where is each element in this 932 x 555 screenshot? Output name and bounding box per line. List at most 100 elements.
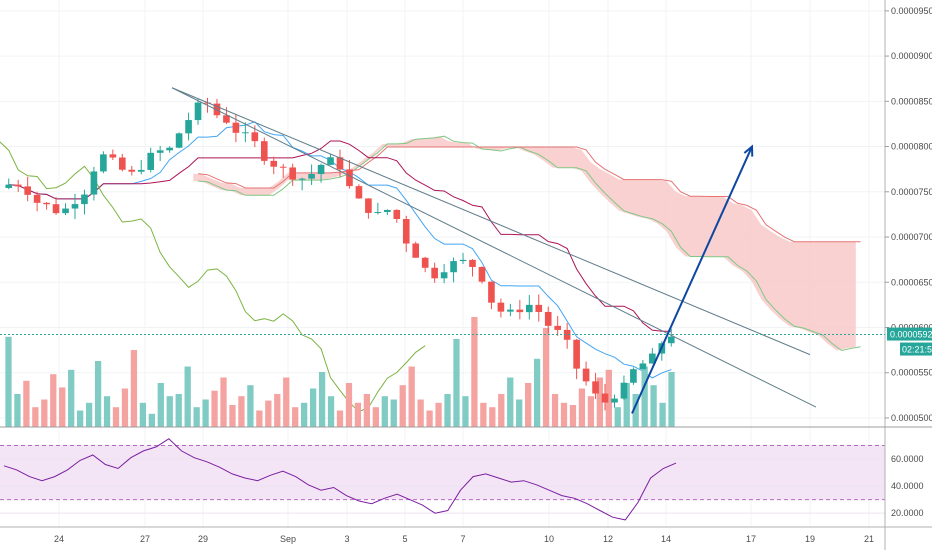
- candle-body[interactable]: [24, 186, 31, 195]
- candle-body[interactable]: [317, 164, 325, 175]
- trendline-upper[interactable]: [171, 87, 811, 356]
- volume-bar: [372, 407, 379, 427]
- rsi-line: [3, 438, 677, 521]
- candle-body[interactable]: [166, 147, 173, 151]
- candle-body[interactable]: [118, 157, 126, 170]
- candle-body[interactable]: [355, 186, 363, 199]
- candle-body[interactable]: [459, 259, 467, 262]
- volume-bar: [605, 369, 612, 427]
- candle-body[interactable]: [62, 208, 69, 214]
- candle-body[interactable]: [52, 204, 60, 214]
- candle-body[interactable]: [384, 209, 391, 213]
- candle-body[interactable]: [488, 281, 495, 303]
- candle-body[interactable]: [365, 198, 372, 213]
- candle-body[interactable]: [374, 212, 382, 214]
- candle-body[interactable]: [431, 267, 438, 279]
- candle-body[interactable]: [620, 382, 628, 399]
- candle-body[interactable]: [33, 194, 41, 203]
- candle-body[interactable]: [544, 311, 552, 326]
- candle-body[interactable]: [630, 369, 637, 383]
- candle-body[interactable]: [289, 167, 296, 180]
- candle-body[interactable]: [667, 336, 675, 344]
- candle-body[interactable]: [232, 122, 240, 133]
- candle-body[interactable]: [478, 266, 486, 282]
- candle-body[interactable]: [601, 393, 609, 403]
- candle-body[interactable]: [582, 368, 590, 382]
- candle-body[interactable]: [327, 157, 334, 165]
- volume-bar: [650, 385, 657, 427]
- candle-body[interactable]: [109, 154, 117, 158]
- candle-body[interactable]: [393, 209, 401, 220]
- candle-body[interactable]: [251, 132, 259, 142]
- candle-body[interactable]: [223, 115, 230, 123]
- candle-body[interactable]: [128, 169, 136, 172]
- candle-body[interactable]: [507, 309, 514, 312]
- candle-body[interactable]: [402, 219, 410, 244]
- candle-body[interactable]: [563, 329, 571, 340]
- candle-body[interactable]: [213, 103, 221, 116]
- candle-body[interactable]: [639, 363, 647, 370]
- candle-body[interactable]: [260, 141, 268, 161]
- time-tick-label: 5: [402, 534, 407, 544]
- candle-body[interactable]: [469, 259, 476, 267]
- volume-bar: [184, 366, 191, 427]
- candle-body[interactable]: [194, 102, 202, 121]
- rsi-axis[interactable]: 60.0000 40.0000 20.0000: [891, 454, 924, 518]
- candle-body[interactable]: [573, 339, 580, 369]
- candle-body[interactable]: [440, 272, 448, 279]
- candle-body[interactable]: [611, 398, 618, 403]
- candle-body[interactable]: [14, 184, 22, 187]
- candle-body[interactable]: [71, 204, 79, 209]
- volume-bar: [417, 399, 424, 427]
- time-axis[interactable]: 24 27 29 Sep 3 5 7 10 12 14 17 19 21: [54, 534, 874, 544]
- candle-body[interactable]: [185, 120, 192, 134]
- candle-body[interactable]: [270, 160, 278, 167]
- kijun-line: [8, 140, 672, 332]
- volume-bar: [623, 383, 630, 427]
- candle-body[interactable]: [43, 202, 50, 205]
- candle-body[interactable]: [336, 157, 344, 170]
- candle-body[interactable]: [156, 150, 164, 153]
- candle-body[interactable]: [592, 381, 599, 394]
- candle-body[interactable]: [346, 169, 353, 187]
- candle-body[interactable]: [649, 353, 656, 364]
- candle-body[interactable]: [5, 184, 13, 188]
- candle-body[interactable]: [100, 154, 107, 172]
- candle-body[interactable]: [421, 257, 429, 268]
- volume-bar: [426, 410, 433, 427]
- candle-body[interactable]: [279, 166, 287, 168]
- candle-body[interactable]: [308, 174, 315, 179]
- candle-body[interactable]: [516, 309, 524, 313]
- candle-body[interactable]: [554, 325, 562, 330]
- volume-bar: [363, 394, 371, 427]
- candle-body[interactable]: [137, 169, 145, 172]
- candle-body[interactable]: [242, 132, 249, 134]
- volume-bar: [659, 402, 666, 427]
- volume-bar: [542, 328, 550, 427]
- candle-body[interactable]: [81, 194, 88, 205]
- candle-body[interactable]: [147, 152, 155, 170]
- volume-bar: [130, 350, 138, 427]
- candle-body[interactable]: [497, 302, 505, 312]
- volume-bar: [103, 396, 111, 427]
- candle-body[interactable]: [412, 243, 420, 258]
- drawings[interactable]: [171, 87, 817, 414]
- candles[interactable]: [5, 97, 675, 411]
- candle-body[interactable]: [298, 178, 306, 180]
- candle-body[interactable]: [525, 304, 533, 313]
- candle-body[interactable]: [450, 261, 457, 273]
- volume-bar: [336, 410, 344, 427]
- candle-body[interactable]: [535, 304, 543, 312]
- projection-arrow[interactable]: [631, 146, 753, 414]
- time-tick-label: 27: [140, 534, 150, 544]
- time-tick-label: 24: [54, 534, 64, 544]
- trendline-lower[interactable]: [171, 87, 817, 408]
- candle-body[interactable]: [90, 171, 98, 195]
- candle-body[interactable]: [175, 133, 183, 148]
- volume-bar: [157, 383, 164, 427]
